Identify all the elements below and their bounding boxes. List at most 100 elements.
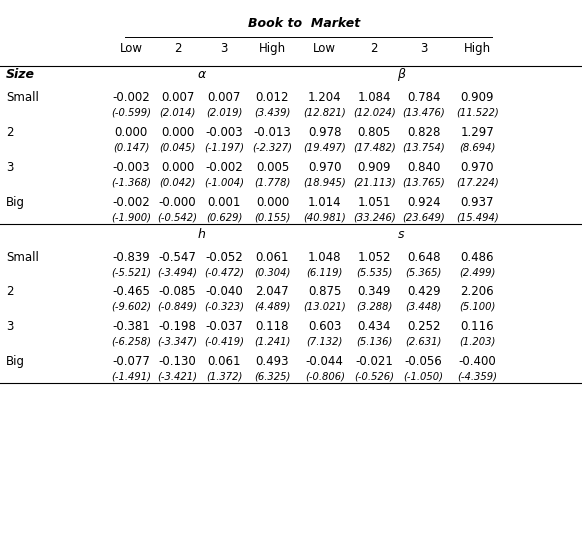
Text: -0.021: -0.021 bbox=[355, 355, 393, 368]
Text: (-1.050): (-1.050) bbox=[404, 371, 443, 381]
Text: (-2.327): (-2.327) bbox=[253, 143, 292, 153]
Text: 0.486: 0.486 bbox=[460, 251, 494, 264]
Text: Low: Low bbox=[119, 42, 143, 55]
Text: Small: Small bbox=[6, 91, 38, 105]
Text: 1.048: 1.048 bbox=[308, 251, 342, 264]
Text: (-1.197): (-1.197) bbox=[204, 143, 244, 153]
Text: (2.499): (2.499) bbox=[459, 267, 495, 277]
Text: (17.482): (17.482) bbox=[353, 143, 396, 153]
Text: 1.014: 1.014 bbox=[308, 196, 342, 209]
Text: (21.113): (21.113) bbox=[353, 177, 396, 187]
Text: -0.002: -0.002 bbox=[205, 161, 243, 174]
Text: (-1.491): (-1.491) bbox=[111, 371, 151, 381]
Text: 0.603: 0.603 bbox=[308, 320, 342, 333]
Text: (1.778): (1.778) bbox=[254, 177, 290, 187]
Text: (13.476): (13.476) bbox=[402, 108, 445, 118]
Text: s: s bbox=[398, 228, 404, 241]
Text: (0.147): (0.147) bbox=[113, 143, 149, 153]
Text: α: α bbox=[197, 68, 206, 82]
Text: (1.372): (1.372) bbox=[206, 371, 242, 381]
Text: 0.937: 0.937 bbox=[460, 196, 494, 209]
Text: 1.084: 1.084 bbox=[357, 91, 391, 105]
Text: (-3.494): (-3.494) bbox=[158, 267, 197, 277]
Text: (1.203): (1.203) bbox=[459, 337, 495, 347]
Text: (4.489): (4.489) bbox=[254, 302, 290, 312]
Text: 0.805: 0.805 bbox=[357, 126, 391, 139]
Text: -0.037: -0.037 bbox=[205, 320, 243, 333]
Text: (3.448): (3.448) bbox=[406, 302, 442, 312]
Text: (-1.004): (-1.004) bbox=[204, 177, 244, 187]
Text: (-6.258): (-6.258) bbox=[111, 337, 151, 347]
Text: (6.119): (6.119) bbox=[307, 267, 343, 277]
Text: -0.547: -0.547 bbox=[158, 251, 197, 264]
Text: (23.649): (23.649) bbox=[402, 212, 445, 222]
Text: (-0.526): (-0.526) bbox=[354, 371, 394, 381]
Text: (-0.472): (-0.472) bbox=[204, 267, 244, 277]
Text: 3: 3 bbox=[6, 320, 13, 333]
Text: -0.839: -0.839 bbox=[112, 251, 150, 264]
Text: (2.019): (2.019) bbox=[206, 108, 242, 118]
Text: Big: Big bbox=[6, 196, 25, 209]
Text: 1.297: 1.297 bbox=[460, 126, 494, 139]
Text: 0.007: 0.007 bbox=[207, 91, 241, 105]
Text: -0.052: -0.052 bbox=[205, 251, 243, 264]
Text: (0.042): (0.042) bbox=[159, 177, 196, 187]
Text: 1.052: 1.052 bbox=[357, 251, 391, 264]
Text: -0.003: -0.003 bbox=[205, 126, 243, 139]
Text: (-0.806): (-0.806) bbox=[305, 371, 345, 381]
Text: -0.002: -0.002 bbox=[112, 91, 150, 105]
Text: 0.012: 0.012 bbox=[255, 91, 289, 105]
Text: -0.198: -0.198 bbox=[158, 320, 197, 333]
Text: 0.828: 0.828 bbox=[407, 126, 441, 139]
Text: -0.044: -0.044 bbox=[306, 355, 344, 368]
Text: -0.000: -0.000 bbox=[159, 196, 196, 209]
Text: (8.694): (8.694) bbox=[459, 143, 495, 153]
Text: (12.821): (12.821) bbox=[303, 108, 346, 118]
Text: 0.252: 0.252 bbox=[407, 320, 441, 333]
Text: 0.007: 0.007 bbox=[161, 91, 194, 105]
Text: 0.493: 0.493 bbox=[255, 355, 289, 368]
Text: -0.077: -0.077 bbox=[112, 355, 150, 368]
Text: (-4.359): (-4.359) bbox=[457, 371, 497, 381]
Text: 0.970: 0.970 bbox=[308, 161, 342, 174]
Text: (-0.542): (-0.542) bbox=[158, 212, 197, 222]
Text: (6.325): (6.325) bbox=[254, 371, 290, 381]
Text: (2.631): (2.631) bbox=[406, 337, 442, 347]
Text: 2: 2 bbox=[6, 126, 13, 139]
Text: (-0.849): (-0.849) bbox=[158, 302, 197, 312]
Text: (0.629): (0.629) bbox=[206, 212, 242, 222]
Text: 3: 3 bbox=[6, 161, 13, 174]
Text: Low: Low bbox=[313, 42, 336, 55]
Text: 0.349: 0.349 bbox=[357, 285, 391, 299]
Text: -0.003: -0.003 bbox=[112, 161, 150, 174]
Text: (-0.419): (-0.419) bbox=[204, 337, 244, 347]
Text: 2.047: 2.047 bbox=[255, 285, 289, 299]
Text: 0.909: 0.909 bbox=[357, 161, 391, 174]
Text: -0.130: -0.130 bbox=[159, 355, 196, 368]
Text: (-0.323): (-0.323) bbox=[204, 302, 244, 312]
Text: (11.522): (11.522) bbox=[456, 108, 499, 118]
Text: (-9.602): (-9.602) bbox=[111, 302, 151, 312]
Text: 2: 2 bbox=[6, 285, 13, 299]
Text: -0.085: -0.085 bbox=[159, 285, 196, 299]
Text: Book to  Market: Book to Market bbox=[248, 17, 360, 30]
Text: High: High bbox=[259, 42, 286, 55]
Text: -0.013: -0.013 bbox=[254, 126, 291, 139]
Text: 0.000: 0.000 bbox=[161, 126, 194, 139]
Text: (5.535): (5.535) bbox=[356, 267, 392, 277]
Text: 0.648: 0.648 bbox=[407, 251, 441, 264]
Text: (40.981): (40.981) bbox=[303, 212, 346, 222]
Text: (1.241): (1.241) bbox=[254, 337, 290, 347]
Text: 1.051: 1.051 bbox=[357, 196, 391, 209]
Text: (7.132): (7.132) bbox=[307, 337, 343, 347]
Text: 0.005: 0.005 bbox=[255, 161, 289, 174]
Text: 3: 3 bbox=[221, 42, 228, 55]
Text: Size: Size bbox=[6, 68, 35, 82]
Text: (13.765): (13.765) bbox=[402, 177, 445, 187]
Text: -0.381: -0.381 bbox=[112, 320, 150, 333]
Text: (5.100): (5.100) bbox=[459, 302, 495, 312]
Text: 0.978: 0.978 bbox=[308, 126, 342, 139]
Text: (5.365): (5.365) bbox=[406, 267, 442, 277]
Text: 0.061: 0.061 bbox=[255, 251, 289, 264]
Text: 0.970: 0.970 bbox=[460, 161, 494, 174]
